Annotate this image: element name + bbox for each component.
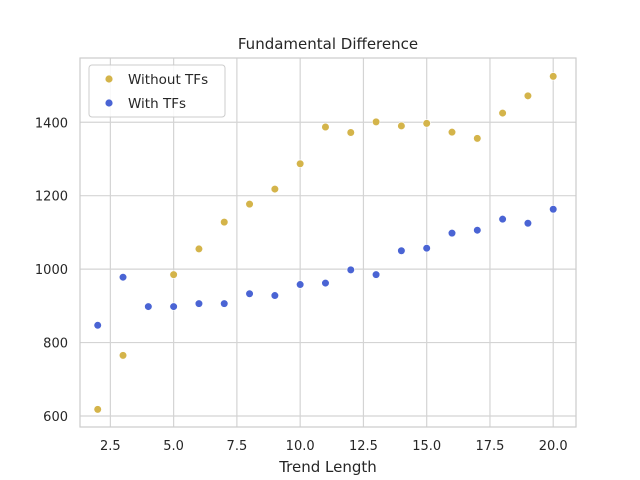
- data-point-series-2: [371, 270, 381, 279]
- data-point-series-2: [245, 289, 254, 298]
- data-point-series-2: [498, 215, 507, 224]
- data-point-series-1: [549, 72, 558, 81]
- grid: [80, 58, 576, 427]
- x-tick-label: 20.0: [539, 439, 568, 454]
- data-point-series-1: [371, 117, 381, 126]
- data-point-series-1: [118, 351, 128, 360]
- data-point-series-1: [447, 128, 457, 137]
- data-point-series-2: [169, 302, 178, 311]
- legend: Without TFs With TFs: [88, 64, 226, 118]
- x-tick-label: 7.5: [227, 439, 248, 454]
- data-point-series-2: [473, 226, 482, 235]
- legend-marker: [105, 75, 113, 83]
- data-point-series-1: [245, 200, 254, 209]
- data-point-series-2: [194, 299, 204, 308]
- y-axis-ticks: 600 800 1000 1200 1400: [35, 116, 68, 425]
- data-point-series-2: [447, 229, 457, 238]
- data-point-series-2: [144, 302, 153, 311]
- y-tick-label: 1400: [35, 116, 68, 131]
- legend-box: [88, 64, 226, 118]
- data-point-series-2: [296, 280, 305, 289]
- y-tick-label: 800: [43, 337, 68, 352]
- x-tick-label: 15.0: [412, 439, 441, 454]
- x-tick-label: 10.0: [286, 439, 315, 454]
- data-point-series-1: [498, 108, 507, 118]
- y-tick-label: 1000: [35, 263, 68, 278]
- data-point-series-2: [93, 321, 102, 330]
- data-point-series-2: [549, 205, 558, 214]
- legend-label: With TFs: [128, 96, 186, 112]
- y-tick-label: 1200: [35, 190, 68, 205]
- legend-label: Without TFs: [128, 72, 208, 88]
- x-tick-label: 12.5: [349, 439, 378, 454]
- data-points: [93, 72, 558, 414]
- x-tick-label: 2.5: [100, 439, 121, 454]
- data-point-series-2: [321, 278, 330, 288]
- data-point-series-1: [346, 128, 355, 137]
- data-point-series-1: [169, 270, 178, 279]
- data-point-series-1: [422, 119, 431, 128]
- data-point-series-2: [523, 219, 533, 228]
- data-point-series-1: [296, 159, 305, 168]
- data-point-series-1: [220, 218, 229, 227]
- x-axis-ticks: 2.5 5.0 7.5 10.0 12.5 15.0 17.5 20.0: [100, 439, 568, 454]
- data-point-series-1: [93, 405, 102, 414]
- legend-marker: [105, 99, 113, 107]
- data-point-series-2: [346, 265, 355, 274]
- data-point-series-1: [473, 134, 482, 143]
- data-point-series-2: [422, 244, 431, 253]
- data-point-series-1: [397, 121, 406, 131]
- data-point-series-1: [270, 184, 279, 194]
- plot-area-frame: [79, 57, 577, 428]
- data-point-series-2: [270, 291, 279, 300]
- x-axis-title: Trend Length: [278, 458, 377, 476]
- y-tick-label: 600: [43, 410, 68, 425]
- data-point-series-1: [194, 244, 204, 254]
- data-point-series-2: [397, 246, 406, 255]
- x-tick-label: 5.0: [163, 439, 184, 454]
- x-tick-label: 17.5: [475, 439, 504, 454]
- data-point-series-1: [523, 91, 533, 100]
- data-point-series-2: [220, 299, 229, 308]
- data-point-series-1: [321, 122, 330, 132]
- data-point-series-2: [118, 273, 128, 282]
- chart-title: Fundamental Difference: [238, 35, 418, 53]
